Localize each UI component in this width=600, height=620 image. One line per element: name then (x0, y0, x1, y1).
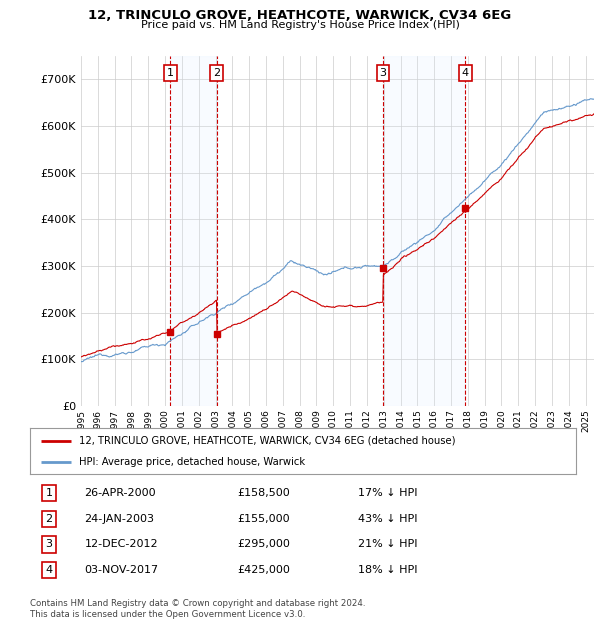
Bar (383, 56, 465, 406)
Text: 3: 3 (379, 68, 386, 78)
Text: 3: 3 (46, 539, 53, 549)
Text: 43% ↓ HPI: 43% ↓ HPI (358, 514, 417, 524)
Text: 26-APR-2000: 26-APR-2000 (85, 489, 156, 498)
Text: 12-DEC-2012: 12-DEC-2012 (85, 539, 158, 549)
Text: Price paid vs. HM Land Registry's House Price Index (HPI): Price paid vs. HM Land Registry's House … (140, 20, 460, 30)
Text: 2: 2 (46, 514, 53, 524)
Text: 18% ↓ HPI: 18% ↓ HPI (358, 565, 417, 575)
Text: £155,000: £155,000 (238, 514, 290, 524)
Text: 4: 4 (46, 565, 53, 575)
Text: 2: 2 (213, 68, 220, 78)
Text: Contains HM Land Registry data © Crown copyright and database right 2024.
This d: Contains HM Land Registry data © Crown c… (30, 600, 365, 619)
Text: 1: 1 (167, 68, 174, 78)
Text: 17% ↓ HPI: 17% ↓ HPI (358, 489, 417, 498)
Text: £158,500: £158,500 (238, 489, 290, 498)
Text: 21% ↓ HPI: 21% ↓ HPI (358, 539, 417, 549)
Text: HPI: Average price, detached house, Warwick: HPI: Average price, detached house, Warw… (79, 457, 305, 467)
Text: £295,000: £295,000 (238, 539, 290, 549)
Bar (170, 56, 217, 406)
Text: 12, TRINCULO GROVE, HEATHCOTE, WARWICK, CV34 6EG: 12, TRINCULO GROVE, HEATHCOTE, WARWICK, … (88, 9, 512, 22)
Text: 24-JAN-2003: 24-JAN-2003 (85, 514, 155, 524)
Text: £425,000: £425,000 (238, 565, 290, 575)
Text: 4: 4 (461, 68, 469, 78)
Text: 1: 1 (46, 489, 53, 498)
Text: 12, TRINCULO GROVE, HEATHCOTE, WARWICK, CV34 6EG (detached house): 12, TRINCULO GROVE, HEATHCOTE, WARWICK, … (79, 436, 455, 446)
Text: 03-NOV-2017: 03-NOV-2017 (85, 565, 159, 575)
